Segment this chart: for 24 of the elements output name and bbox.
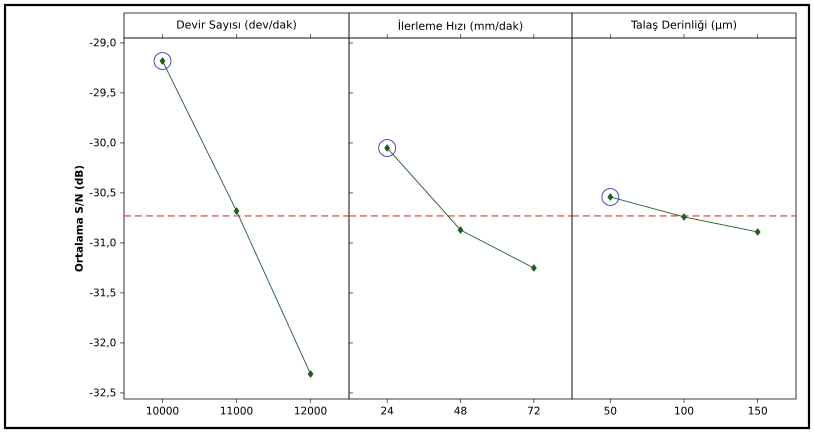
x-tick-label: 100 [675,406,694,415]
point [154,52,172,70]
x-tick-label: 50 [604,406,616,415]
x-tick-label: 12000 [295,406,326,415]
point [234,207,240,215]
chart-title: Devir Sayısı (dev/dak) [177,20,296,31]
x-tick-label: 48 [454,406,466,415]
point [308,370,314,378]
x-tick-label: 24 [381,406,394,414]
x-tick-label: 11000 [221,406,252,415]
y-tick-label: -31,0 [90,238,116,248]
y-tick-label: -32,0 [90,338,116,348]
x-tick-label: 150 [748,406,767,415]
chart-title: İlerleme Hızı (mm/dak) [398,20,522,32]
x-tick-label: 72 [528,406,540,414]
y-tick-label: -30,0 [90,138,116,148]
y-tick-label: -29,0 [90,38,116,48]
y-tick-label: -29,5 [90,88,116,98]
y-axis-title: Ortalama S/N (dB) [74,166,84,272]
y-tick-label: -31,5 [90,288,116,298]
x-tick-label: 10000 [147,406,178,415]
chart-title: Talaş Derinliği (µm) [630,20,736,31]
y-tick-label: -32,5 [90,388,116,398]
y-tick-label: -30,5 [90,188,116,198]
